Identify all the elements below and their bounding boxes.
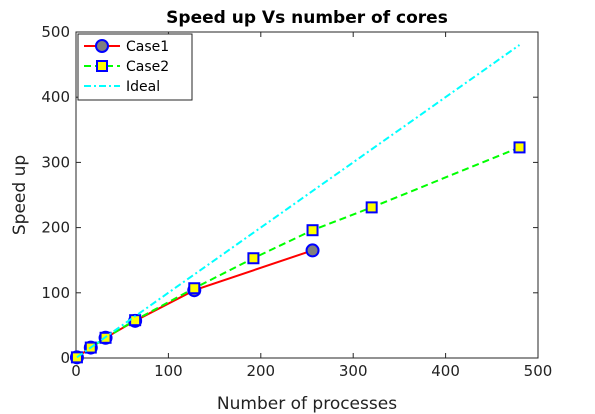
x-tick-label: 0 bbox=[71, 362, 81, 380]
x-tick-label: 400 bbox=[431, 362, 460, 380]
y-tick-label: 500 bbox=[41, 23, 70, 41]
data-point bbox=[188, 282, 201, 295]
y-tick-label: 200 bbox=[41, 219, 70, 237]
legend: Case1 Case2 Ideal bbox=[77, 33, 193, 101]
axis-ticks: 0 100 200 300 400 500 0 100 200 300 400 500 bbox=[41, 23, 552, 380]
legend-item-case2: Case2 bbox=[84, 59, 169, 75]
series-layer bbox=[69, 44, 526, 365]
legend-marker bbox=[95, 39, 109, 53]
data-point bbox=[306, 224, 319, 237]
y-tick-label: 400 bbox=[41, 88, 70, 106]
series-line bbox=[76, 44, 521, 359]
x-tick-label: 500 bbox=[524, 362, 553, 380]
data-point bbox=[305, 243, 320, 258]
legend-label: Ideal bbox=[126, 79, 160, 95]
x-tick-label: 100 bbox=[154, 362, 183, 380]
legend-item-ideal: Ideal bbox=[84, 79, 160, 95]
legend-label: Case2 bbox=[126, 59, 169, 75]
x-axis-label: Number of processes bbox=[217, 394, 397, 414]
data-point bbox=[70, 351, 83, 364]
x-tick-label: 300 bbox=[339, 362, 368, 380]
series-ideal bbox=[76, 44, 521, 359]
legend-label: Case1 bbox=[126, 39, 169, 55]
data-point bbox=[513, 141, 526, 154]
y-tick-label: 300 bbox=[41, 153, 70, 171]
y-tick-label: 0 bbox=[60, 349, 70, 367]
legend-item-case1: Case1 bbox=[84, 39, 169, 55]
data-point bbox=[365, 201, 378, 214]
data-point bbox=[247, 252, 260, 265]
x-tick-label: 200 bbox=[246, 362, 275, 380]
y-tick-label: 100 bbox=[41, 284, 70, 302]
chart-title: Speed up Vs number of cores bbox=[166, 8, 448, 28]
y-axis-label: Speed up bbox=[10, 155, 30, 235]
legend-marker bbox=[96, 60, 108, 72]
